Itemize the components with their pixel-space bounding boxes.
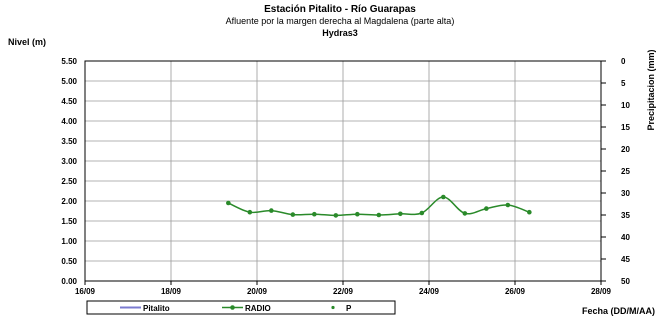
y2-axis-title: Precipitacion (mm) (646, 49, 656, 130)
y-tick-label: 0.00 (61, 277, 77, 286)
y2-tick-label: 50 (621, 277, 630, 286)
y-tick-label: 2.50 (61, 177, 77, 186)
data-point-radio (333, 213, 339, 218)
y-axis-title: Nivel (m) (8, 37, 46, 47)
legend-label-p: P (346, 304, 352, 313)
x-tick-label: 24/09 (419, 287, 440, 296)
x-tick-label: 28/09 (591, 287, 612, 296)
y-tick-label: 5.00 (61, 77, 77, 86)
data-point-radio (419, 210, 425, 216)
data-point-radio (462, 211, 468, 216)
y-axis-ticks: 0.00 0.50 1.00 1.50 2.00 2.50 3.00 3.50 4.00 4.50… (61, 57, 77, 286)
series-radio (226, 194, 532, 218)
data-point-radio (312, 211, 317, 217)
y2-tick-label: 15 (621, 123, 630, 132)
x-tick-label: 22/09 (333, 287, 354, 296)
y-tick-label: 0.50 (61, 257, 77, 266)
x-tick-label: 18/09 (161, 287, 182, 296)
y2-tick-label: 10 (621, 101, 630, 110)
x-tick-label: 16/09 (75, 287, 96, 296)
y-tick-label: 4.00 (61, 117, 77, 126)
x-axis-title: Fecha (DD/M/AA) (582, 306, 655, 316)
y2-tick-label: 45 (621, 255, 630, 264)
grid (84, 60, 602, 285)
x-tick-label: 20/09 (247, 287, 268, 296)
data-point-radio (527, 209, 532, 215)
y-tick-label: 1.00 (61, 237, 77, 246)
y2-tick-label: 30 (621, 189, 630, 198)
chart-title: Estación Pitalito - Río Guarapas (264, 4, 416, 15)
data-point-radio (376, 212, 382, 218)
y-tick-label: 3.50 (61, 137, 77, 146)
chart-subtitle-2: Hydras3 (322, 28, 358, 38)
legend-label-radio: RADIO (245, 304, 271, 313)
data-point-radio (290, 212, 296, 217)
y2-tick-label: 40 (621, 233, 630, 242)
data-point-radio (269, 208, 274, 213)
y-tick-label: 1.50 (61, 217, 77, 226)
y2-axis-ticks: 0 5 10 15 20 25 30 35 40 45 50 (601, 57, 630, 286)
chart-subtitle: Afluente por la margen derecha al Magdal… (226, 16, 455, 26)
data-point-radio (484, 206, 489, 211)
y2-tick-label: 5 (621, 79, 626, 88)
data-point-radio (226, 200, 231, 206)
x-tick-label: 26/09 (505, 287, 526, 296)
series-line-radio (228, 196, 530, 217)
y2-tick-label: 35 (621, 211, 630, 220)
y2-tick-label: 20 (621, 145, 630, 154)
y-tick-label: 5.50 (61, 57, 77, 66)
legend-label-pitalito: Pitalito (143, 304, 170, 313)
y2-tick-label: 0 (621, 57, 626, 66)
legend-marker-radio (230, 305, 235, 310)
y2-tick-label: 25 (621, 167, 630, 176)
legend: Pitalito RADIO P (86, 300, 396, 315)
y-tick-label: 4.50 (61, 97, 77, 106)
legend-marker-p (331, 305, 335, 310)
y-tick-label: 3.00 (61, 157, 77, 166)
y-tick-label: 2.00 (61, 197, 77, 206)
data-point-radio (247, 209, 253, 215)
data-point-radio (355, 211, 360, 217)
data-point-radio (505, 202, 511, 208)
data-point-radio (398, 211, 403, 217)
data-point-radio (441, 194, 446, 200)
x-axis-ticks: 16/09 18/09 20/09 22/09 24/09 26/09 28/09 (75, 287, 612, 296)
